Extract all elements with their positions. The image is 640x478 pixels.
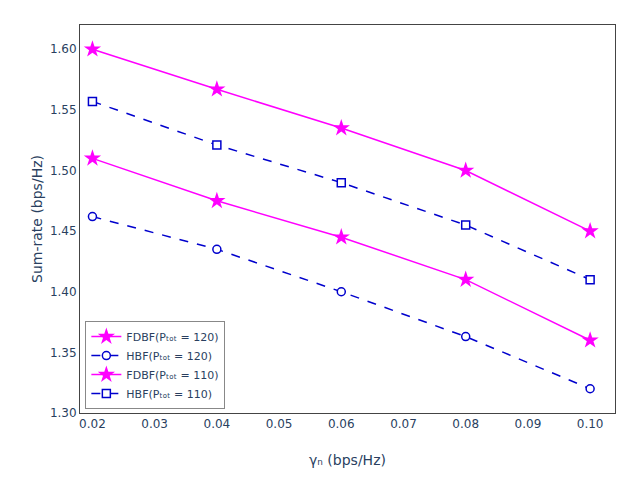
svg-text:γₙ (bps/Hz): γₙ (bps/Hz) [309, 452, 386, 468]
svg-text:1.60: 1.60 [50, 42, 77, 56]
svg-text:1.45: 1.45 [50, 224, 77, 238]
svg-text:FDBF(Pₜₒₜ = 110): FDBF(Pₜₒₜ = 110) [126, 369, 218, 382]
svg-text:1.30: 1.30 [50, 406, 77, 420]
svg-text:0.10: 0.10 [577, 417, 604, 431]
svg-text:HBF(Pₜₒₜ = 120): HBF(Pₜₒₜ = 120) [126, 350, 212, 363]
svg-text:0.04: 0.04 [204, 417, 231, 431]
svg-text:Sum-rate (bps/Hz): Sum-rate (bps/Hz) [29, 155, 45, 283]
svg-text:HBF(Pₜₒₜ = 110): HBF(Pₜₒₜ = 110) [126, 388, 212, 401]
svg-text:FDBF(Pₜₒₜ = 120): FDBF(Pₜₒₜ = 120) [126, 331, 218, 344]
svg-text:0.08: 0.08 [452, 417, 479, 431]
svg-text:0.05: 0.05 [266, 417, 293, 431]
svg-text:0.02: 0.02 [79, 417, 106, 431]
svg-text:1.55: 1.55 [50, 103, 77, 117]
svg-text:0.09: 0.09 [515, 417, 542, 431]
svg-text:0.03: 0.03 [141, 417, 168, 431]
svg-text:0.07: 0.07 [390, 417, 417, 431]
svg-text:1.50: 1.50 [50, 164, 77, 178]
svg-text:0.06: 0.06 [328, 417, 355, 431]
svg-text:1.35: 1.35 [50, 346, 77, 360]
svg-text:1.40: 1.40 [50, 285, 77, 299]
